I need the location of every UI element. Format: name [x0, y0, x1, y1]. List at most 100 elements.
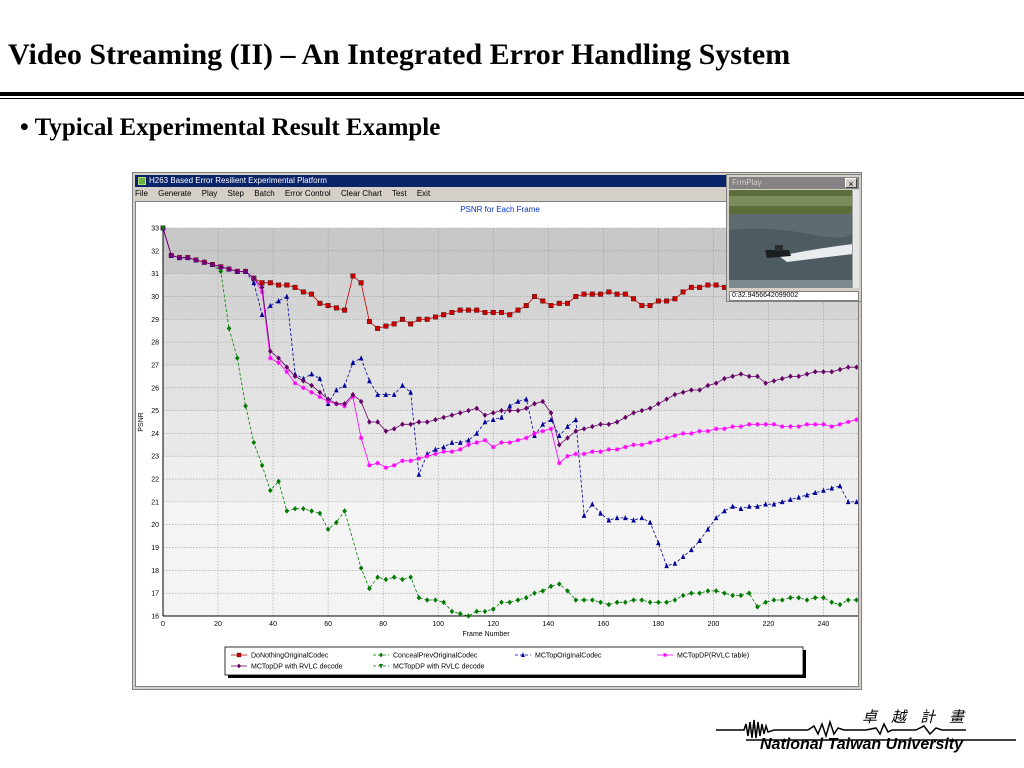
data-point — [548, 416, 554, 423]
data-point — [333, 305, 339, 311]
x-tick-label: 80 — [379, 621, 387, 628]
menu-test[interactable]: Test — [391, 189, 407, 198]
data-point — [490, 606, 496, 612]
data-point — [358, 435, 364, 441]
data-point — [606, 517, 612, 523]
plot-band — [163, 456, 861, 502]
video-frame — [729, 190, 853, 288]
data-point — [647, 303, 653, 309]
data-point — [565, 435, 570, 441]
menu-exit[interactable]: Exit — [416, 189, 431, 198]
data-point — [236, 652, 242, 658]
menu-file[interactable]: File — [135, 189, 148, 198]
data-point — [408, 321, 414, 327]
data-point — [746, 373, 752, 380]
data-point — [259, 311, 265, 318]
app-titlebar[interactable]: H263 Based Error Resilient Experimental … — [135, 175, 859, 187]
x-tick-label: 140 — [542, 621, 554, 628]
data-point — [284, 364, 290, 370]
legend-label: MCTopOriginalCodec — [535, 653, 602, 660]
data-point — [226, 266, 232, 272]
data-point — [623, 414, 628, 421]
data-point — [664, 599, 669, 606]
data-point — [482, 412, 488, 418]
data-point — [449, 608, 455, 615]
data-point — [416, 471, 422, 477]
menu-clear-chart[interactable]: Clear Chart — [340, 189, 382, 198]
data-point — [680, 553, 686, 559]
data-point — [160, 225, 166, 231]
data-point — [259, 284, 265, 291]
menu-generate[interactable]: Generate — [158, 189, 192, 198]
data-point — [664, 562, 669, 569]
x-tick-label: 40 — [269, 621, 277, 628]
menu-step[interactable]: Step — [227, 189, 244, 198]
data-point — [515, 437, 521, 443]
data-point — [243, 268, 248, 275]
menu-batch[interactable]: Batch — [254, 189, 275, 198]
x-tick-label: 240 — [818, 621, 830, 628]
data-point — [383, 391, 389, 397]
data-point — [639, 442, 645, 448]
data-point — [391, 426, 397, 432]
data-point — [664, 396, 669, 402]
data-point — [358, 398, 364, 405]
data-point — [177, 254, 182, 261]
data-point — [812, 369, 818, 375]
data-point — [556, 442, 562, 448]
data-point — [581, 512, 587, 518]
data-point — [614, 419, 620, 425]
slide-title: Video Streaming (II) – An Integrated Err… — [8, 38, 791, 71]
y-tick-label: 25 — [151, 408, 159, 415]
data-point — [639, 303, 645, 309]
data-point — [342, 307, 348, 313]
data-point — [746, 503, 752, 509]
data-point — [284, 369, 290, 375]
data-point — [606, 421, 612, 427]
data-point — [548, 426, 554, 432]
data-point — [804, 421, 810, 427]
legend-entry: DoNothingOriginalCodec — [231, 653, 329, 660]
data-point — [433, 446, 438, 452]
data-point — [210, 261, 215, 268]
data-point — [779, 375, 785, 382]
legend-entry: ConcealPrevOriginalCodec — [373, 653, 478, 660]
data-point — [342, 382, 347, 388]
data-point — [466, 437, 471, 443]
menu-play[interactable]: Play — [201, 189, 218, 198]
data-point — [499, 309, 504, 315]
data-point — [672, 296, 678, 302]
data-point — [771, 378, 777, 384]
data-point — [722, 508, 727, 514]
data-point — [482, 608, 488, 615]
app-icon — [138, 177, 146, 185]
data-point — [375, 391, 380, 397]
data-point — [730, 373, 735, 380]
frame-player-scrollbar[interactable] — [852, 190, 859, 288]
data-point — [408, 389, 413, 395]
legend-entry: MCTopDP(RVLC table) — [657, 653, 749, 660]
data-point — [556, 460, 562, 466]
data-point — [655, 298, 661, 304]
data-point — [523, 595, 529, 601]
data-point — [532, 294, 537, 299]
data-point — [523, 396, 529, 402]
data-point — [259, 280, 265, 286]
data-point — [342, 508, 347, 514]
data-point — [416, 419, 422, 425]
frame-player-titlebar[interactable]: FrmPlay × — [729, 177, 859, 189]
data-point — [309, 390, 314, 395]
data-point — [845, 498, 851, 505]
data-point — [367, 378, 372, 384]
data-point — [631, 517, 636, 523]
data-point — [565, 453, 570, 459]
data-point — [235, 355, 240, 361]
data-point — [441, 312, 447, 318]
data-point — [490, 410, 496, 416]
data-point — [656, 540, 661, 546]
menu-error-control[interactable]: Error Control — [284, 189, 331, 198]
close-button[interactable]: × — [845, 178, 857, 189]
y-tick-label: 27 — [151, 362, 159, 369]
data-point — [292, 506, 298, 512]
data-point — [713, 426, 719, 432]
